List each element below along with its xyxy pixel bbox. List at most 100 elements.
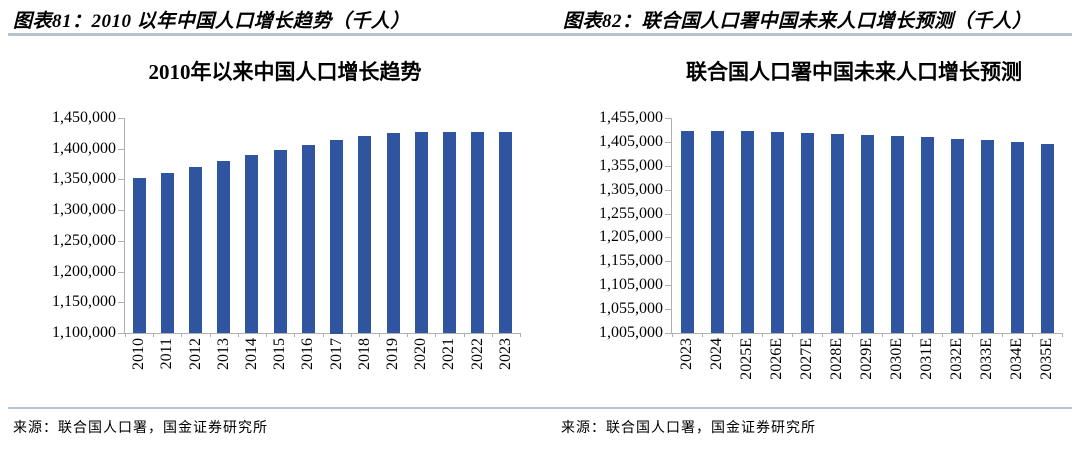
bar	[358, 136, 371, 333]
x-axis-tick	[210, 333, 211, 337]
x-tick-label: 2013	[215, 338, 232, 370]
x-axis-line	[118, 333, 520, 334]
figure-81-header: 图表81：2010 以年中国人口增长趋势（千人）	[13, 11, 410, 32]
y-tick-label: 1,100,000	[52, 324, 116, 341]
x-axis-tick	[672, 333, 673, 337]
x-axis-tick	[266, 333, 267, 337]
bar	[330, 140, 343, 334]
x-axis-tick	[492, 333, 493, 337]
x-tick-label: 2031E	[918, 338, 935, 380]
y-axis-tick	[665, 237, 671, 238]
x-axis-tick	[882, 333, 883, 337]
y-tick-label: 1,450,000	[52, 109, 116, 126]
figure-82-header: 图表82：联合国人口署中国未来人口增长预测（千人）	[563, 11, 1032, 32]
bar	[443, 132, 456, 333]
x-axis-tick	[792, 333, 793, 337]
x-tick-label: 2023	[678, 338, 695, 370]
y-axis-tick	[118, 149, 124, 150]
x-axis-tick	[351, 333, 352, 337]
y-tick-label: 1,200,000	[52, 263, 116, 280]
x-axis-tick	[435, 333, 436, 337]
chart-title: 2010年以来中国人口增长趋势	[148, 60, 422, 84]
x-tick-label: 2016	[299, 338, 316, 370]
bar	[981, 140, 994, 333]
x-tick-label: 2018	[356, 338, 373, 370]
bar	[387, 133, 400, 333]
x-axis-tick	[294, 333, 295, 337]
x-axis-tick	[822, 333, 823, 337]
y-axis-tick	[118, 210, 124, 211]
y-axis-tick	[118, 118, 124, 119]
x-tick-label: 2021	[440, 338, 457, 370]
x-tick-label: 2020	[412, 338, 429, 370]
figure-82-chart: 联合国人口署中国未来人口增长预测 1,455,000 1,405,000 1,355…	[540, 48, 1080, 408]
x-axis-tick	[702, 333, 703, 337]
x-axis-tick	[942, 333, 943, 337]
bar	[921, 137, 934, 333]
y-axis-tick	[665, 333, 671, 334]
y-tick-label: 1,305,000	[599, 181, 663, 198]
bar	[415, 132, 428, 333]
bar-chart-canvas: 1,450,000 1,400,000 1,350,000 1,300,000 1,25…	[0, 48, 540, 408]
bar	[1041, 144, 1054, 333]
bar	[245, 155, 258, 333]
y-axis-line	[124, 118, 125, 334]
y-axis-tick	[118, 241, 124, 242]
x-axis-tick	[464, 333, 465, 337]
x-axis-tick	[732, 333, 733, 337]
x-tick-label: 2034E	[1008, 338, 1025, 380]
x-tick-label: 2011	[158, 338, 175, 370]
bar	[891, 136, 904, 333]
x-tick-label: 2019	[384, 338, 401, 370]
y-axis-tick	[665, 261, 671, 262]
y-axis-tick	[665, 285, 671, 286]
x-tick-label: 2017	[328, 338, 345, 370]
source-note: 来源：联合国人口署，国金证券研究所	[13, 421, 268, 436]
y-tick-label: 1,105,000	[599, 276, 663, 293]
bar	[681, 131, 694, 333]
x-axis-tick	[762, 333, 763, 337]
x-axis-tick	[379, 333, 380, 337]
y-tick-label: 1,400,000	[52, 140, 116, 157]
y-axis-tick	[118, 272, 124, 273]
x-axis-tick	[238, 333, 239, 337]
y-axis-tick	[118, 333, 124, 334]
bar	[831, 134, 844, 333]
x-tick-label: 2025E	[738, 338, 755, 380]
y-axis-line	[671, 118, 672, 334]
y-tick-label: 1,005,000	[599, 324, 663, 341]
x-tick-label: 2010	[130, 338, 147, 370]
y-axis-tick	[665, 214, 671, 215]
y-tick-label: 1,405,000	[599, 133, 663, 150]
header-divider-line	[8, 33, 1072, 36]
x-axis-tick	[852, 333, 853, 337]
x-axis-tick	[972, 333, 973, 337]
footer-divider-line	[8, 407, 1072, 409]
bar	[471, 132, 484, 333]
bar	[771, 132, 784, 333]
y-axis-tick	[118, 302, 124, 303]
x-axis-tick	[1062, 333, 1063, 337]
y-axis-tick	[665, 309, 671, 310]
bar	[801, 133, 814, 333]
bar	[711, 131, 724, 333]
y-axis-tick	[665, 190, 671, 191]
x-tick-label: 2014	[243, 338, 260, 370]
bar	[189, 167, 202, 333]
bar	[161, 173, 174, 333]
figure-81-chart: 2010年以来中国人口增长趋势 1,450,000 1,400,000 1,350,…	[0, 48, 540, 408]
x-tick-label: 2026E	[768, 338, 785, 380]
x-axis-tick	[181, 333, 182, 337]
y-tick-label: 1,055,000	[599, 300, 663, 317]
y-tick-label: 1,255,000	[599, 205, 663, 222]
y-tick-label: 1,455,000	[599, 109, 663, 126]
x-axis-tick	[323, 333, 324, 337]
x-tick-label: 2030E	[888, 338, 905, 380]
y-tick-label: 1,355,000	[599, 157, 663, 174]
bar	[951, 139, 964, 333]
y-tick-label: 1,150,000	[52, 293, 116, 310]
y-tick-label: 1,250,000	[52, 232, 116, 249]
x-axis-tick	[1002, 333, 1003, 337]
x-tick-label: 2012	[187, 338, 204, 370]
bar	[741, 131, 754, 333]
